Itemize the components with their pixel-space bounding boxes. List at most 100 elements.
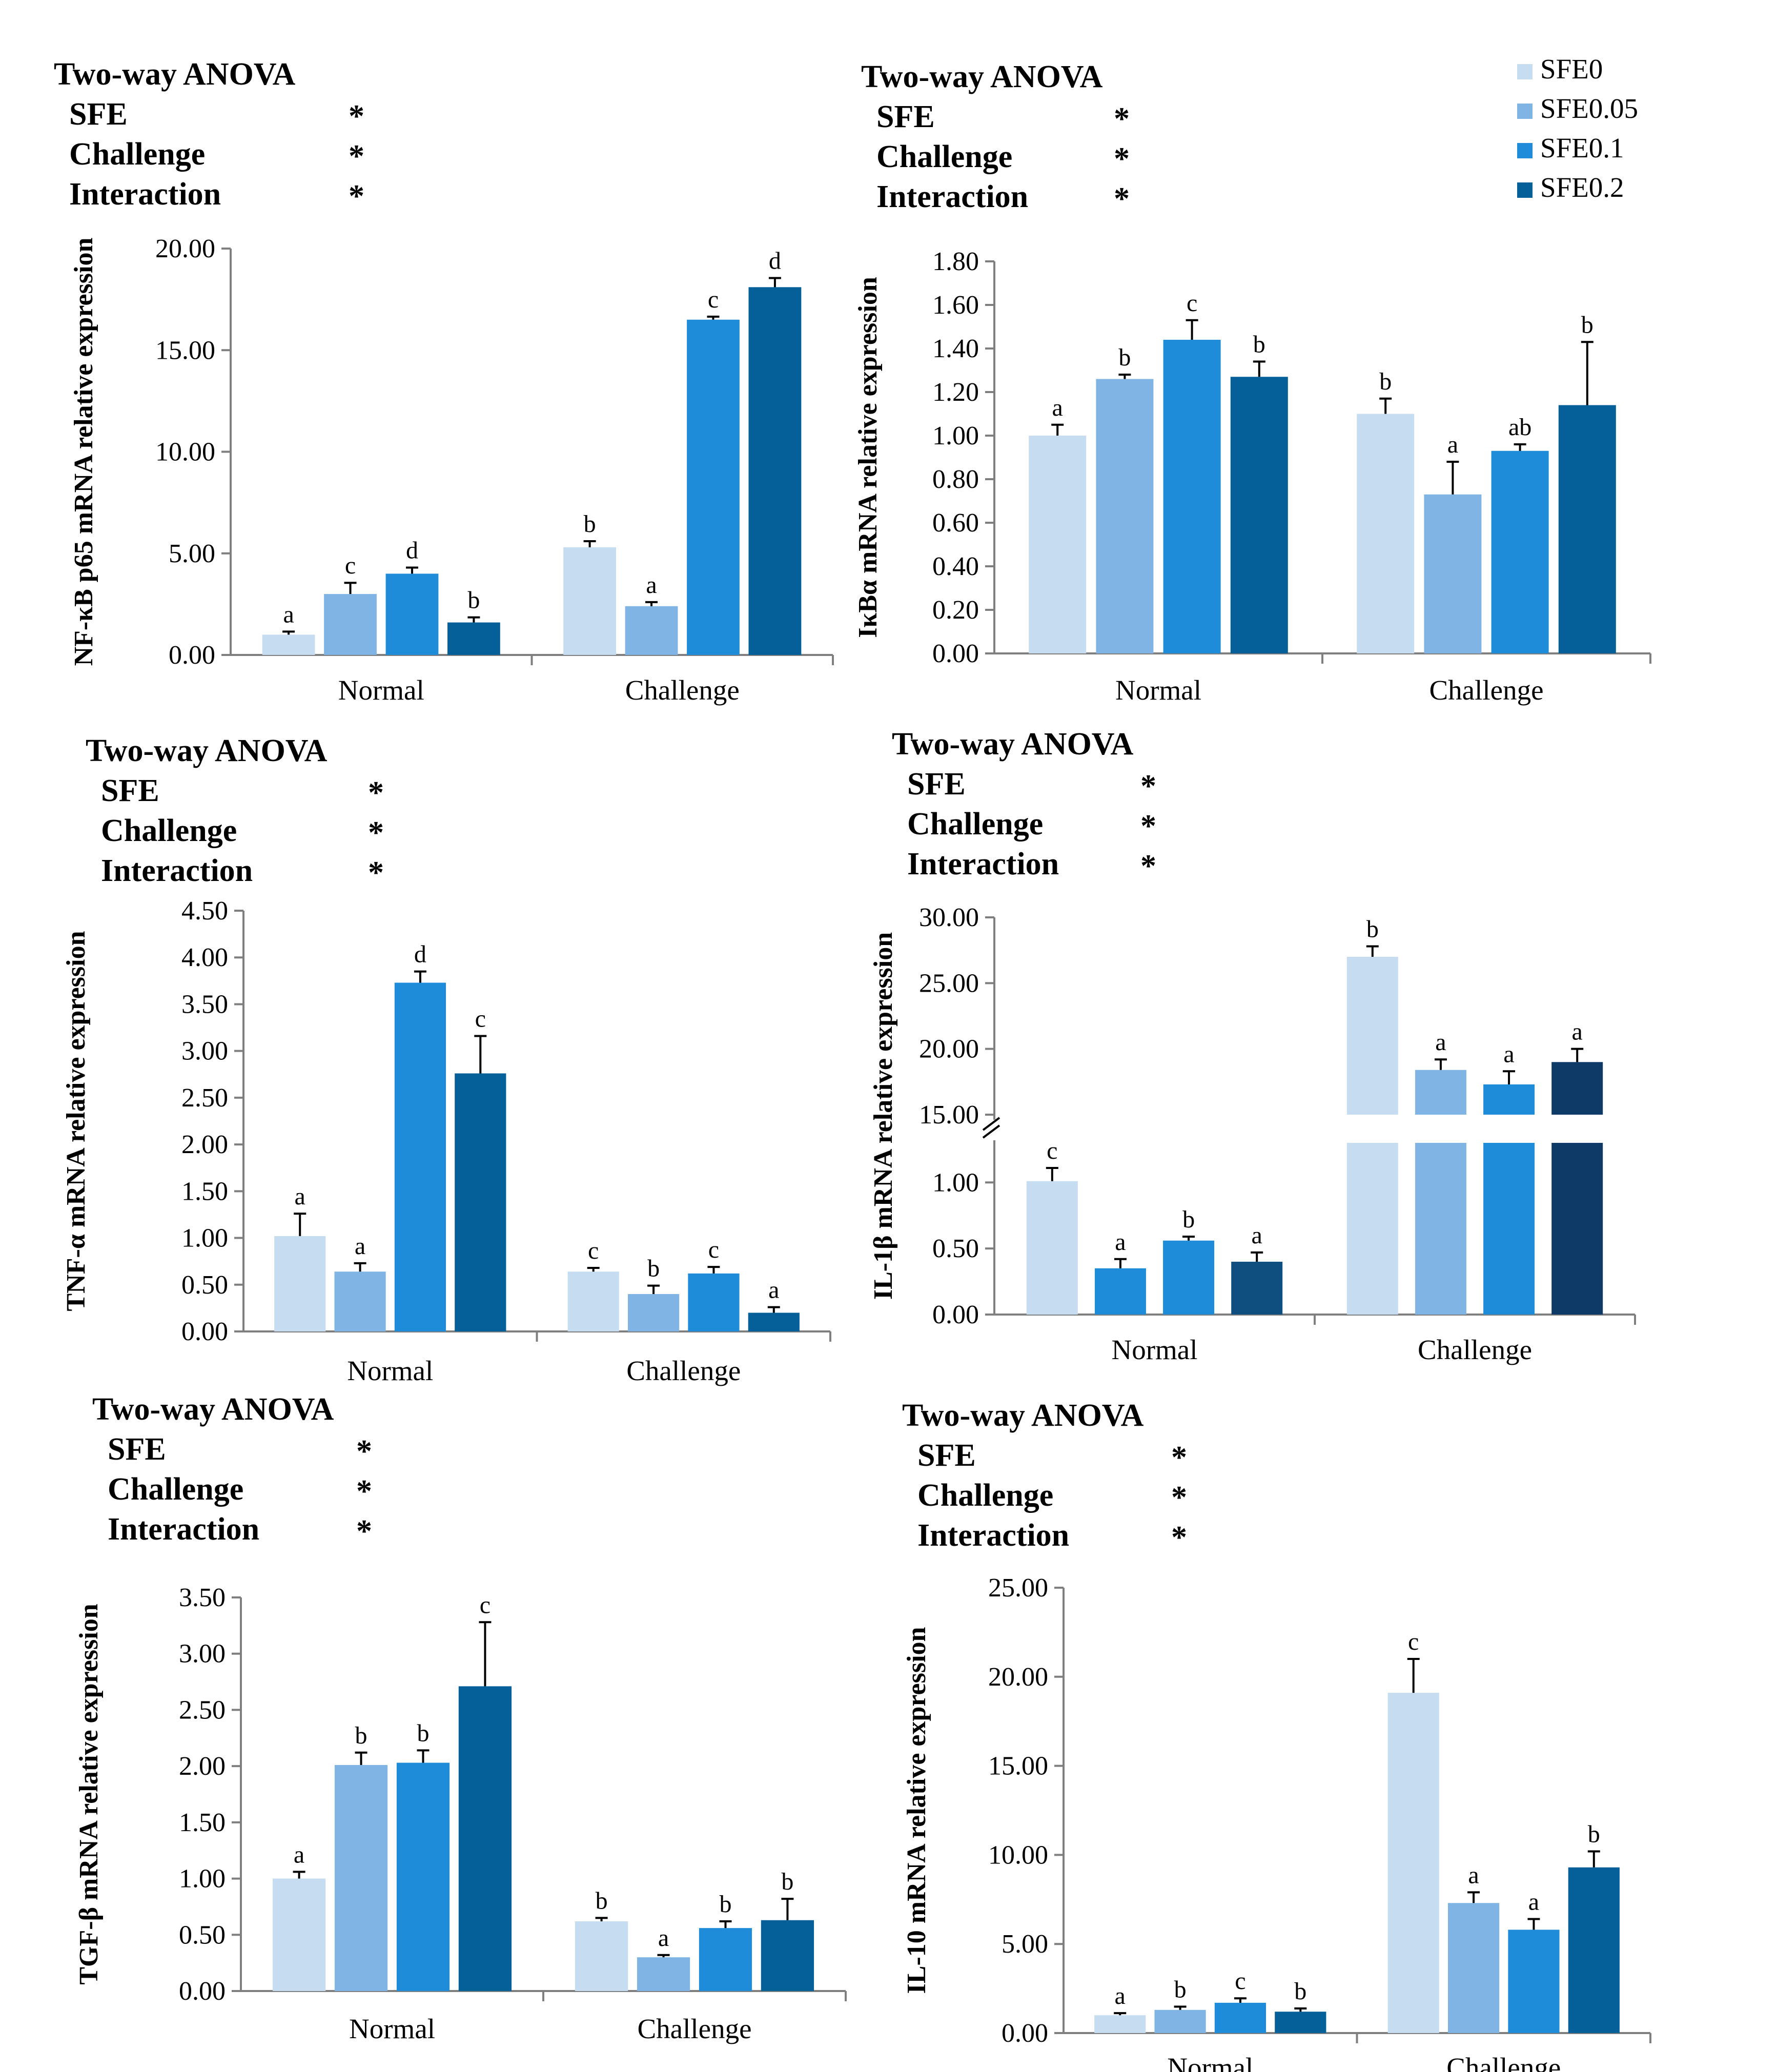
significance-letter: a (355, 1233, 365, 1260)
bar-SFE0.1-Challenge (1491, 450, 1549, 653)
bar-SFE0-Normal (1094, 2015, 1146, 2033)
significance-letter: a (1052, 394, 1063, 421)
y-tick-label: 1.00 (932, 1168, 979, 1197)
y-tick-label: 3.00 (181, 1037, 228, 1066)
y-tick-label: 0.80 (932, 465, 979, 494)
significance-letter: b (1588, 1820, 1600, 1848)
axis-break-mark (982, 1124, 1000, 1139)
il10-y-axis-label: IL-10 mRNA relative expression (902, 1627, 931, 1994)
y-tick-label: 3.00 (179, 1639, 226, 1669)
bar-SFE0.05-Normal (334, 1271, 386, 1331)
bar-SFE0-Normal (274, 1236, 326, 1331)
tgfb-y-axis-label: TGF-β mRNA relative expression (74, 1604, 104, 1984)
y-tick-label: 0.20 (932, 596, 979, 625)
y-tick-label: 2.00 (179, 1752, 226, 1781)
y-tick-label: 0.50 (179, 1920, 226, 1950)
x-category-label: Normal (347, 1355, 433, 1386)
bar-SFE0.1-Challenge (1508, 1930, 1560, 2033)
anova-significance-mark: * (1140, 769, 1156, 804)
y-tick-label: 0.00 (1002, 2019, 1048, 2048)
y-tick-label: 3.50 (179, 1583, 226, 1612)
anova-row-label: SFE (69, 97, 128, 132)
il10-anova-block: Two-way ANOVA SFE * Challenge * Interaction * (902, 1398, 1187, 1555)
y-tick-label: 1.50 (179, 1808, 226, 1837)
bar-SFE0.05-Challenge-lower (1415, 1143, 1466, 1315)
anova-title: Two-way ANOVA (861, 59, 1103, 94)
anova-row-label: Interaction (907, 847, 1059, 881)
bar-SFE0.2-Normal (458, 1686, 512, 1991)
significance-letter: a (1252, 1222, 1262, 1249)
significance-letter: b (1118, 344, 1131, 371)
anova-significance-mark: * (1114, 141, 1130, 176)
legend-label: SFE0.1 (1540, 132, 1624, 163)
significance-letter: a (1572, 1018, 1583, 1045)
x-category-label: Normal (338, 674, 424, 706)
anova-significance-mark: * (1114, 101, 1130, 136)
significance-letter: a (283, 601, 294, 628)
anova-significance-mark: * (1171, 1520, 1187, 1555)
bar-SFE0.1-Normal (394, 982, 446, 1331)
significance-letter: c (708, 1236, 719, 1263)
significance-letter: b (1379, 368, 1392, 395)
nfkb-chart: 0.00 5.00 10.00 15.00 20.00 Normal a c d b Challen… (155, 234, 834, 706)
significance-letter: c (480, 1591, 491, 1618)
anova-row-label: Interaction (108, 1512, 259, 1547)
significance-letter: b (355, 1722, 367, 1749)
y-tick-label: 25.00 (919, 969, 979, 998)
bar-SFE0.05-Normal (1154, 2009, 1206, 2033)
y-tick-label: 0.00 (181, 1317, 228, 1346)
bar-SFE0.2-Normal (1275, 2012, 1326, 2033)
y-tick-label: 10.00 (988, 1840, 1048, 1870)
y-tick-label: 1.60 (932, 291, 979, 320)
significance-letter: a (1468, 1861, 1479, 1889)
bar-SFE0-Normal (272, 1878, 326, 1991)
bar-SFE0.05-Challenge (637, 1957, 690, 1991)
bar-SFE0.2-Normal (1231, 1261, 1283, 1315)
y-tick-label: 1.00 (932, 421, 979, 450)
x-category-label: Challenge (626, 1355, 741, 1386)
x-category-label: Normal (1167, 2052, 1253, 2072)
significance-letter: c (588, 1237, 599, 1264)
y-tick-label: 0.00 (169, 641, 215, 670)
bar-SFE0.05-Normal (1096, 379, 1154, 653)
bar-SFE0.1-Normal (1214, 2002, 1267, 2033)
significance-letter: d (769, 247, 781, 274)
ikba-y-axis-label: IκBα mRNA relative expression (853, 277, 883, 638)
legend: SFE0 SFE0.05 SFE0.1 SFE0.2 (1517, 53, 1638, 203)
bar-SFE0.1-Normal (1163, 1240, 1215, 1315)
tnfa-chart: 0.00 0.50 1.00 1.50 2.00 2.50 3.00 3.50 4.00 4.50… (181, 896, 831, 1386)
significance-letter: c (708, 286, 719, 313)
y-tick-label: 5.00 (169, 539, 215, 568)
anova-row-label: SFE (907, 767, 966, 802)
bar-SFE0.1-Challenge-upper (1483, 1084, 1535, 1115)
bar-SFE0.2-Challenge (748, 1312, 800, 1331)
y-tick-label: 1.80 (932, 247, 979, 276)
y-tick-label: 1.00 (181, 1224, 228, 1253)
significance-letter: c (1408, 1628, 1419, 1655)
significance-letter: a (768, 1277, 779, 1304)
ikba-anova-block: Two-way ANOVA SFE * Challenge * Interaction * (861, 59, 1130, 216)
anova-row-label: SFE (108, 1432, 166, 1467)
y-tick-label: 30.00 (919, 903, 979, 932)
y-tick-label: 2.50 (179, 1695, 226, 1725)
bar-SFE0.2-Normal (1230, 377, 1288, 653)
bar-SFE0-Challenge (1357, 414, 1415, 653)
x-category-label: Challenge (625, 674, 740, 706)
bar-SFE0.1-Normal (396, 1762, 450, 1991)
legend-swatch (1517, 104, 1533, 119)
significance-letter: b (467, 587, 480, 614)
significance-letter: b (596, 1887, 608, 1914)
y-tick-label: 0.00 (932, 1300, 979, 1329)
significance-letter: a (1528, 1889, 1539, 1916)
bar-SFE0.1-Normal (1163, 340, 1221, 653)
bar-SFE0.2-Challenge (761, 1920, 814, 1991)
bar-SFE0.05-Challenge (1447, 1903, 1500, 2033)
anova-title: Two-way ANOVA (902, 1398, 1144, 1433)
significance-letter: b (1294, 1978, 1306, 2005)
nfkb-y-axis-label: NF-κB p65 mRNA relative expression (69, 238, 98, 666)
significance-letter: a (1115, 1228, 1126, 1256)
anova-row-label: Challenge (876, 139, 1012, 174)
significance-letter: ab (1508, 414, 1531, 441)
y-tick-label: 0.60 (932, 508, 979, 538)
legend-swatch (1517, 143, 1533, 158)
